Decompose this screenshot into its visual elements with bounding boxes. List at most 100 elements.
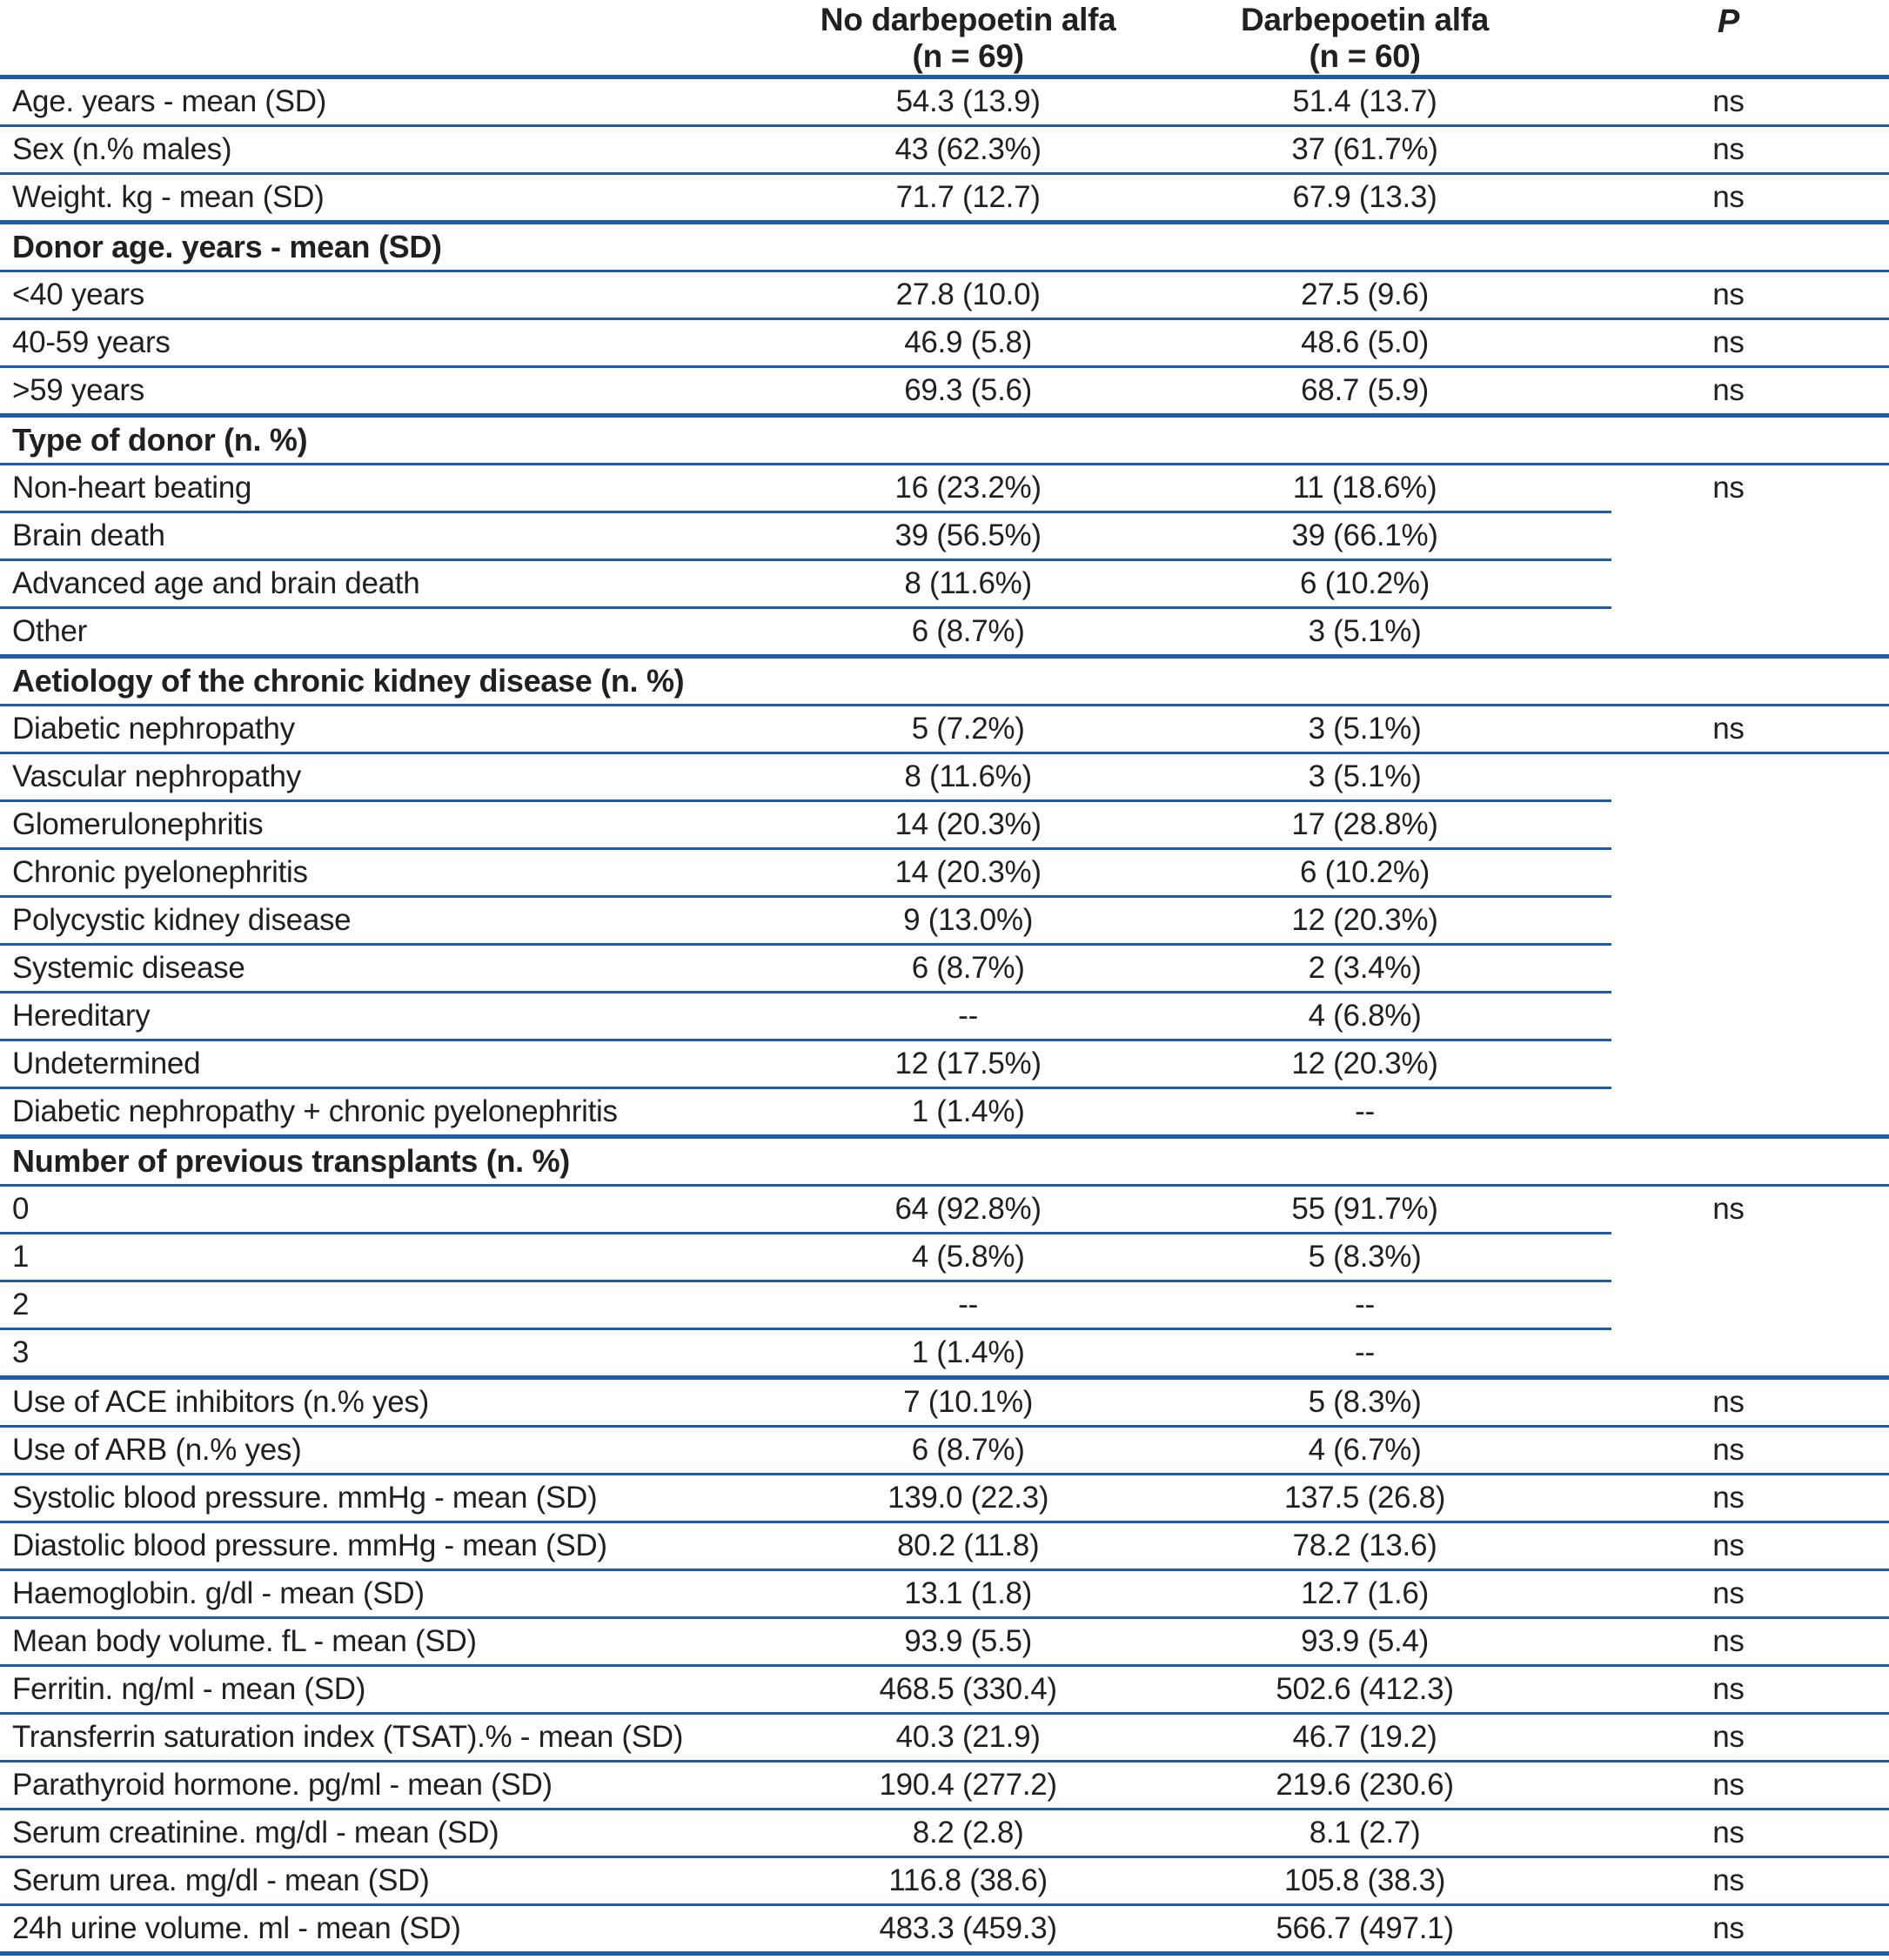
row-separator — [0, 1328, 1611, 1330]
column-header-no-darbepoetin-name: No darbepoetin alfa — [820, 2, 1116, 37]
table-row: Haemoglobin. g/dl - mean (SD) 13.1 (1.8) 1… — [0, 1571, 1889, 1616]
row-separator — [0, 1664, 1889, 1667]
p-value: ns — [1712, 180, 1745, 214]
section-header-row: Donor age. years - mean (SD) — [0, 224, 1889, 270]
row-separator — [0, 1903, 1889, 1906]
p-value: ns — [1712, 1768, 1745, 1802]
value-darbepoetin: 39 (66.1%) — [1291, 518, 1438, 552]
section-header-row: Number of previous transplants (n. %) — [0, 1139, 1889, 1184]
value-no-darbepoetin: -- — [958, 1288, 978, 1321]
value-darbepoetin: 2 (3.4%) — [1308, 951, 1422, 985]
row-label: Chronic pyelonephritis — [12, 855, 308, 889]
value-darbepoetin: -- — [1355, 1094, 1375, 1128]
column-header-darbepoetin-n: (n = 60) — [1309, 38, 1421, 74]
value-no-darbepoetin: 13.1 (1.8) — [904, 1576, 1033, 1610]
header-separator — [0, 75, 1889, 79]
table-row: Systemic disease 6 (8.7%) 2 (3.4%) — [0, 946, 1889, 991]
value-darbepoetin: 219.6 (230.6) — [1276, 1768, 1454, 1802]
row-label: Parathyroid hormone. pg/ml - mean (SD) — [12, 1768, 553, 1802]
row-label: Polycystic kidney disease — [12, 903, 352, 937]
table-row: Chronic pyelonephritis 14 (20.3%) 6 (10.2%… — [0, 850, 1889, 895]
table-row: Ferritin. ng/ml - mean (SD) 468.5 (330.4)… — [0, 1667, 1889, 1712]
value-darbepoetin: -- — [1355, 1335, 1375, 1369]
value-darbepoetin: 51.4 (13.7) — [1292, 84, 1437, 118]
p-value: ns — [1712, 471, 1745, 505]
row-label: Diabetic nephropathy — [12, 712, 295, 746]
value-no-darbepoetin: 80.2 (11.8) — [896, 1529, 1040, 1562]
value-no-darbepoetin: 16 (23.2%) — [894, 471, 1042, 505]
row-separator — [0, 559, 1611, 561]
row-label: Glomerulonephritis — [12, 807, 264, 841]
table-row: Weight. kg - mean (SD) 71.7 (12.7) 67.9 (1… — [0, 175, 1889, 220]
table-row: Serum creatinine. mg/dl - mean (SD) 8.2 (… — [0, 1810, 1889, 1856]
value-no-darbepoetin: 8 (11.6%) — [904, 566, 1032, 600]
value-darbepoetin: 566.7 (497.1) — [1276, 1911, 1454, 1945]
value-darbepoetin: 3 (5.1%) — [1308, 614, 1422, 648]
value-darbepoetin: 3 (5.1%) — [1308, 712, 1422, 746]
row-label: Transferrin saturation index (TSAT).% - … — [12, 1720, 684, 1754]
value-no-darbepoetin: 27.8 (10.0) — [895, 278, 1041, 311]
row-separator — [0, 1616, 1889, 1619]
table-row: Non-heart beating 16 (23.2%) 11 (18.6%) ns — [0, 465, 1889, 511]
section-header-label: Aetiology of the chronic kidney disease … — [12, 663, 685, 699]
p-value: ns — [1712, 1624, 1745, 1658]
table-row: <40 years 27.8 (10.0) 27.5 (9.6) ns — [0, 272, 1889, 318]
value-darbepoetin: 105.8 (38.3) — [1283, 1863, 1446, 1897]
table-body: Age. years - mean (SD) 54.3 (13.9) 51.4 (1… — [0, 79, 1889, 1956]
p-value: ns — [1712, 278, 1745, 311]
row-label: Use of ACE inhibitors (n.% yes) — [12, 1385, 429, 1419]
p-value: ns — [1712, 1720, 1745, 1754]
value-darbepoetin: 4 (6.7%) — [1308, 1433, 1422, 1467]
value-darbepoetin: 3 (5.1%) — [1308, 759, 1422, 793]
p-value: ns — [1712, 712, 1745, 746]
value-no-darbepoetin: 71.7 (12.7) — [895, 180, 1041, 214]
row-separator — [0, 704, 1889, 706]
row-label: Sex (n.% males) — [12, 132, 232, 166]
row-label: Brain death — [12, 518, 165, 552]
section-header-row: Aetiology of the chronic kidney disease … — [0, 659, 1889, 704]
p-value: ns — [1712, 1433, 1745, 1467]
value-no-darbepoetin: 8.2 (2.8) — [912, 1816, 1024, 1850]
table-row: 3 1 (1.4%) -- — [0, 1330, 1889, 1375]
p-value: ns — [1712, 1481, 1745, 1515]
table-row: Serum urea. mg/dl - mean (SD) 116.8 (38.6… — [0, 1858, 1889, 1903]
row-label: Vascular nephropathy — [12, 759, 301, 793]
row-separator — [0, 1521, 1889, 1523]
value-no-darbepoetin: 6 (8.7%) — [911, 1433, 1025, 1467]
column-header-darbepoetin: Darbepoetin alfa (n = 60) — [1162, 0, 1568, 73]
value-darbepoetin: 5 (8.3%) — [1308, 1385, 1422, 1419]
row-label: Systolic blood pressure. mmHg - mean (SD… — [12, 1481, 598, 1515]
value-no-darbepoetin: 54.3 (13.9) — [895, 84, 1041, 118]
row-separator — [0, 752, 1889, 754]
row-separator — [0, 511, 1611, 513]
value-darbepoetin: 502.6 (412.3) — [1276, 1672, 1454, 1706]
value-darbepoetin: 6 (10.2%) — [1300, 855, 1430, 889]
p-value: ns — [1712, 1863, 1745, 1897]
table-row: 0 64 (92.8%) 55 (91.7%) ns — [0, 1187, 1889, 1232]
p-value: ns — [1712, 1529, 1745, 1562]
value-no-darbepoetin: 190.4 (277.2) — [879, 1768, 1057, 1802]
table-row: 24h urine volume. ml - mean (SD) 483.3 (4… — [0, 1906, 1889, 1951]
value-no-darbepoetin: 6 (8.7%) — [911, 951, 1025, 985]
value-no-darbepoetin: 14 (20.3%) — [894, 855, 1042, 889]
value-darbepoetin: 68.7 (5.9) — [1301, 373, 1429, 407]
p-value: ns — [1712, 1672, 1745, 1706]
table-row: Use of ARB (n.% yes) 6 (8.7%) 4 (6.7%) ns — [0, 1428, 1889, 1473]
row-label: Age. years - mean (SD) — [12, 84, 327, 118]
value-no-darbepoetin: 1 (1.4%) — [911, 1335, 1025, 1369]
value-darbepoetin: 37 (61.7%) — [1291, 132, 1438, 166]
table-header-row: No darbepoetin alfa (n = 69) Darbepoetin… — [0, 0, 1889, 75]
row-label: Serum creatinine. mg/dl - mean (SD) — [12, 1816, 499, 1850]
row-label: 24h urine volume. ml - mean (SD) — [12, 1911, 461, 1945]
row-label: Other — [12, 614, 88, 648]
row-label: Haemoglobin. g/dl - mean (SD) — [12, 1576, 425, 1610]
table-row: Hereditary -- 4 (6.8%) — [0, 993, 1889, 1039]
row-separator — [0, 1951, 1889, 1956]
p-value: ns — [1712, 373, 1745, 407]
row-separator — [0, 1808, 1889, 1810]
value-darbepoetin: 12 (20.3%) — [1291, 903, 1438, 937]
value-no-darbepoetin: 116.8 (38.6) — [888, 1863, 1048, 1897]
row-label: 40-59 years — [12, 325, 171, 359]
value-no-darbepoetin: 6 (8.7%) — [911, 614, 1025, 648]
